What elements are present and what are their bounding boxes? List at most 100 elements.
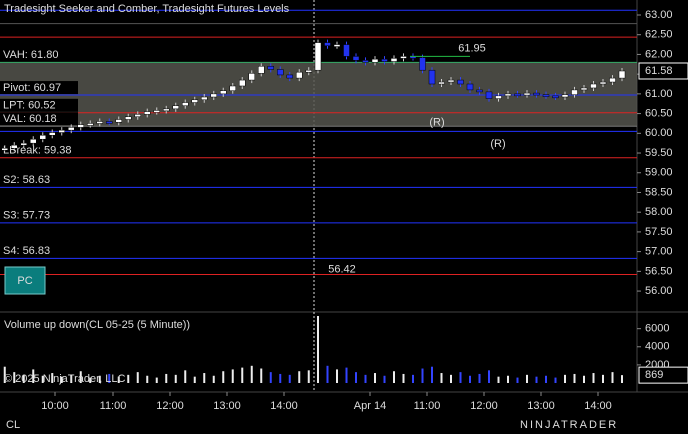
candle bbox=[352, 56, 360, 61]
volume-bar bbox=[307, 370, 310, 383]
candle bbox=[542, 94, 550, 97]
y-tick-label: 59.50 bbox=[645, 147, 673, 159]
level-label-bg bbox=[0, 98, 78, 112]
candle bbox=[333, 44, 341, 47]
x-tick-label: 14:00 bbox=[270, 400, 298, 412]
x-tick-label: 14:00 bbox=[584, 400, 612, 412]
volume-bar bbox=[51, 373, 54, 383]
volume-bar bbox=[364, 374, 367, 383]
candle bbox=[514, 93, 521, 97]
candle bbox=[239, 79, 246, 87]
candle bbox=[20, 142, 27, 146]
volume-title: Volume up down(CL 05-25 (5 Minute)) bbox=[4, 319, 190, 331]
volume-bar bbox=[184, 370, 187, 383]
pc-button[interactable] bbox=[4, 266, 46, 295]
volume-bar bbox=[155, 377, 158, 383]
y-tick-label: 56.00 bbox=[645, 285, 673, 297]
level-label: Pivot: 60.97 bbox=[3, 82, 61, 94]
candle bbox=[1, 148, 8, 151]
level-label: VAL: 60.18 bbox=[3, 113, 57, 125]
candle bbox=[428, 69, 436, 85]
volume-bar bbox=[108, 373, 111, 383]
instrument: CL bbox=[6, 419, 20, 431]
candle bbox=[390, 58, 398, 62]
volume-bar bbox=[402, 373, 405, 383]
candle bbox=[267, 66, 274, 70]
y-tick-label: 61.00 bbox=[645, 88, 673, 100]
volume-bar bbox=[336, 369, 338, 383]
candle bbox=[106, 121, 113, 124]
candle bbox=[580, 87, 588, 91]
candle bbox=[324, 42, 331, 47]
y-tick-label: 63.00 bbox=[645, 9, 673, 21]
candle bbox=[210, 93, 217, 98]
candle bbox=[172, 105, 179, 110]
candle bbox=[609, 77, 616, 83]
volume-bar bbox=[507, 375, 509, 383]
candle bbox=[495, 95, 502, 99]
volume-bar bbox=[478, 373, 481, 383]
volume-bar bbox=[98, 375, 101, 383]
y-tick-label: 59.00 bbox=[645, 167, 673, 179]
volume-bar bbox=[222, 371, 225, 383]
volume-bar bbox=[3, 366, 6, 383]
volume-bar bbox=[89, 377, 92, 383]
candle bbox=[248, 73, 255, 81]
last-price-label: 61.58 bbox=[645, 65, 673, 77]
level-label: LPT: 60.52 bbox=[3, 100, 56, 112]
candle bbox=[49, 132, 56, 136]
y-tick-label: 57.50 bbox=[645, 226, 673, 238]
volume-bar bbox=[241, 367, 244, 383]
level-label-bg bbox=[0, 173, 78, 187]
candle bbox=[296, 71, 303, 79]
volume-bar bbox=[611, 372, 614, 383]
copyright: © 2025 NinjaTrader, LLC bbox=[4, 373, 125, 385]
volume-bar bbox=[288, 374, 291, 383]
candle bbox=[220, 90, 227, 95]
level-label-bg bbox=[0, 48, 78, 62]
y-tick-label: 56.50 bbox=[645, 265, 673, 277]
candle bbox=[504, 93, 512, 97]
candle bbox=[58, 129, 65, 133]
candle bbox=[561, 94, 569, 98]
volume-bar bbox=[260, 368, 263, 383]
volume-bar bbox=[22, 374, 25, 383]
candle bbox=[552, 95, 559, 99]
candle bbox=[39, 135, 46, 140]
volume-bar bbox=[117, 376, 120, 383]
candle bbox=[571, 89, 578, 95]
candle bbox=[77, 124, 84, 128]
v-tick-label: 6000 bbox=[645, 323, 669, 335]
candle bbox=[362, 60, 369, 63]
volume-bar bbox=[41, 375, 44, 383]
candle bbox=[125, 116, 132, 120]
volume-bar bbox=[469, 375, 471, 383]
candle bbox=[153, 110, 160, 113]
candle bbox=[286, 74, 293, 79]
volume-bar bbox=[393, 371, 395, 383]
volume-bar bbox=[298, 371, 301, 383]
volume-bar bbox=[146, 375, 149, 383]
level-label: LBreak: 59.38 bbox=[3, 145, 72, 157]
candle bbox=[343, 44, 350, 57]
y-tick-label: 62.50 bbox=[645, 29, 673, 41]
annotation: (R) bbox=[429, 117, 444, 129]
level-label-bg bbox=[0, 112, 78, 126]
volume-bar bbox=[136, 372, 139, 383]
volume-bar bbox=[374, 373, 376, 383]
pc-button-label[interactable]: PC bbox=[17, 275, 32, 287]
y-tick-label: 60.00 bbox=[645, 127, 673, 139]
y-tick-label: 62.00 bbox=[645, 48, 673, 60]
volume-bar bbox=[317, 316, 319, 383]
y-tick-label: 58.50 bbox=[645, 186, 673, 198]
volume-bar bbox=[32, 369, 35, 383]
level-label: S3: 57.73 bbox=[3, 210, 50, 222]
volume-bar bbox=[516, 377, 519, 383]
candle bbox=[191, 99, 198, 103]
candle bbox=[533, 92, 540, 96]
candle bbox=[305, 69, 312, 73]
volume-bar bbox=[231, 369, 234, 383]
volume-bar bbox=[269, 372, 272, 383]
candle bbox=[229, 85, 236, 91]
